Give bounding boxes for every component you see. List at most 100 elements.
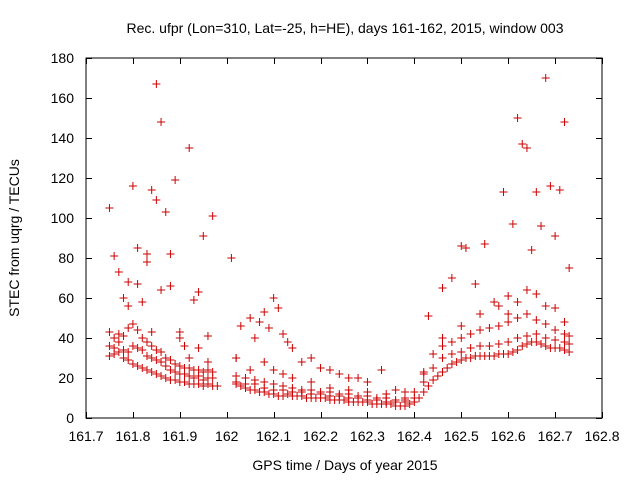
data-point (128, 320, 137, 328)
data-point (119, 346, 128, 354)
data-point (433, 372, 442, 380)
data-point (537, 340, 546, 348)
data-point (321, 394, 330, 402)
data-point (372, 394, 381, 402)
data-point (297, 358, 306, 366)
data-point (344, 386, 353, 394)
data-point (391, 396, 400, 404)
data-point (161, 354, 170, 362)
data-point (147, 328, 156, 336)
data-point (499, 188, 508, 196)
data-point (260, 358, 269, 366)
data-point (288, 374, 297, 382)
data-point (246, 366, 255, 374)
y-tick-label: 40 (58, 330, 74, 346)
data-point (110, 252, 119, 260)
data-point (119, 354, 128, 362)
data-point (419, 378, 428, 386)
data-point (541, 74, 550, 82)
data-point (269, 380, 278, 388)
data-point (513, 298, 522, 306)
data-point (344, 374, 353, 382)
data-point (504, 338, 513, 346)
data-point (438, 368, 447, 376)
data-point (297, 386, 306, 394)
data-point (307, 378, 316, 386)
data-point (232, 372, 241, 380)
data-point (316, 388, 325, 396)
data-point (565, 348, 574, 356)
data-point (391, 386, 400, 394)
y-tick-label: 100 (51, 210, 75, 226)
y-tick-label: 180 (51, 50, 75, 66)
data-point (522, 340, 531, 348)
data-point (189, 296, 198, 304)
data-point (105, 328, 114, 336)
data-point (142, 352, 151, 360)
data-point (466, 330, 475, 338)
data-point (532, 338, 541, 346)
data-point (438, 284, 447, 292)
data-point (283, 338, 292, 346)
data-point (541, 302, 550, 310)
data-point (400, 388, 409, 396)
chart-title: Rec. ufpr (Lon=310, Lat=-25, h=HE), days… (126, 20, 563, 36)
data-point (260, 378, 269, 386)
data-point (142, 258, 151, 266)
data-point (105, 352, 114, 360)
y-tick-label: 20 (58, 370, 74, 386)
data-point (152, 346, 161, 354)
data-points (105, 74, 574, 410)
data-point (171, 176, 180, 184)
data-point (480, 240, 489, 248)
data-point (133, 362, 142, 370)
y-tick-label: 120 (51, 170, 75, 186)
data-point (513, 334, 522, 342)
data-point (138, 346, 147, 354)
data-point (232, 354, 241, 362)
data-point (527, 246, 536, 254)
data-point (133, 344, 142, 352)
data-point (180, 342, 189, 350)
data-point (203, 332, 212, 340)
data-point (522, 286, 531, 294)
x-tick-label: 161.8 (115, 428, 150, 444)
x-tick-label: 161.7 (68, 428, 103, 444)
x-tick-label: 162.7 (538, 428, 573, 444)
data-point (138, 298, 147, 306)
data-point (138, 334, 147, 342)
data-point (138, 364, 147, 372)
data-point (114, 348, 123, 356)
x-tick-label: 162.4 (397, 428, 432, 444)
data-point (565, 264, 574, 272)
data-point (208, 212, 217, 220)
data-point (560, 338, 569, 346)
data-point (208, 368, 217, 376)
data-point (152, 370, 161, 378)
data-point (194, 366, 203, 374)
data-point (429, 376, 438, 384)
data-point (354, 374, 363, 382)
data-point (447, 350, 456, 358)
data-point (504, 318, 513, 326)
data-point (110, 344, 119, 352)
data-point (269, 294, 278, 302)
data-point (279, 382, 288, 390)
data-point (147, 354, 156, 362)
data-point (363, 388, 372, 396)
data-point (288, 384, 297, 392)
data-point (199, 232, 208, 240)
data-point (508, 348, 517, 356)
data-point (255, 318, 264, 326)
data-point (410, 388, 419, 396)
data-point (363, 378, 372, 386)
data-point (185, 354, 194, 362)
data-point (457, 356, 466, 364)
data-point (203, 358, 212, 366)
data-point (335, 370, 344, 378)
data-point (133, 326, 142, 334)
data-point (110, 334, 119, 342)
data-point (429, 364, 438, 372)
plot-frame (85, 57, 603, 419)
